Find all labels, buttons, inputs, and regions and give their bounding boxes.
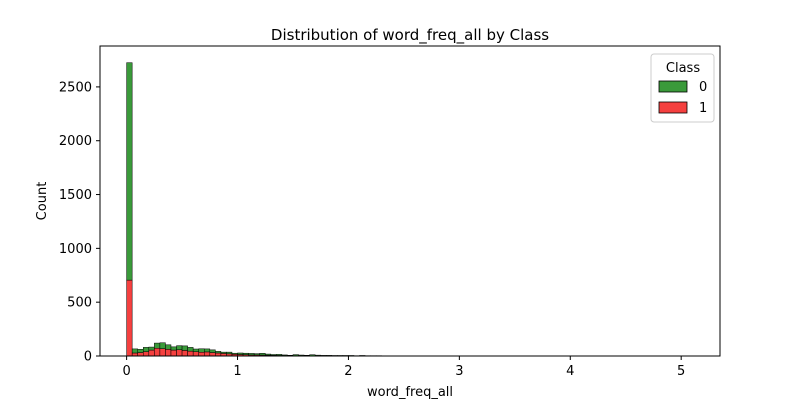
x-axis-ticks: 0 1 2 3 4 5 xyxy=(122,356,685,379)
y-tick-label: 1000 xyxy=(59,242,92,257)
bar-class-0-bin-0 xyxy=(126,62,133,281)
legend-swatch-0 xyxy=(658,80,688,93)
y-axis-ticks: 0 500 1000 1500 2000 2500 xyxy=(59,80,100,365)
x-tick-label: 4 xyxy=(566,364,574,379)
bar-class-0-bin-5 xyxy=(154,342,161,349)
legend-swatch-1 xyxy=(658,101,688,114)
bar-class-0-bin-1 xyxy=(131,348,138,354)
bar-class-0-bin-8 xyxy=(170,346,177,351)
x-tick-label: 3 xyxy=(455,364,463,379)
bars-group xyxy=(126,62,382,357)
bar-class-0-bin-16 xyxy=(215,351,222,354)
bar-class-1-bin-8 xyxy=(170,349,177,357)
bar-class-1-bin-0 xyxy=(126,279,133,357)
bar-class-0-bin-10 xyxy=(181,345,188,351)
bar-class-0-bin-3 xyxy=(143,347,150,352)
bar-class-0-bin-25 xyxy=(265,353,272,356)
bar-class-0-bin-12 xyxy=(192,348,199,352)
bar-class-0-bin-17 xyxy=(220,351,227,354)
bar-class-0-bin-6 xyxy=(159,342,166,349)
bar-class-0-bin-28 xyxy=(281,354,288,356)
bar-class-1-bin-13 xyxy=(198,351,205,357)
x-tick-label: 1 xyxy=(233,364,241,379)
y-tick-label: 0 xyxy=(84,350,92,365)
bar-class-0-bin-27 xyxy=(276,354,283,356)
bar-class-0-bin-26 xyxy=(270,354,277,356)
legend-label-1: 1 xyxy=(699,101,707,116)
bar-class-0-bin-22 xyxy=(248,353,255,356)
bar-class-0-bin-15 xyxy=(209,349,216,353)
bar-class-1-bin-5 xyxy=(154,348,161,357)
legend-label-0: 0 xyxy=(699,80,707,95)
bar-class-1-bin-15 xyxy=(209,352,216,357)
bar-class-0-bin-9 xyxy=(176,345,183,351)
y-tick-label: 1500 xyxy=(59,188,92,203)
bar-class-0-bin-4 xyxy=(148,346,155,351)
y-tick-label: 2000 xyxy=(59,134,92,149)
bar-class-0-bin-18 xyxy=(226,351,233,355)
bar-class-1-bin-6 xyxy=(159,348,166,357)
bar-class-0-bin-13 xyxy=(198,348,205,353)
x-tick-label: 5 xyxy=(677,364,685,379)
x-tick-label: 2 xyxy=(344,364,352,379)
bar-class-1-bin-3 xyxy=(143,351,150,357)
bar-class-1-bin-14 xyxy=(204,351,211,357)
bar-class-1-bin-9 xyxy=(176,349,183,357)
bar-class-0-bin-20 xyxy=(237,352,244,355)
y-tick-label: 500 xyxy=(67,296,92,311)
y-tick-label: 2500 xyxy=(59,80,92,95)
bar-class-1-bin-7 xyxy=(165,349,172,357)
bar-class-0-bin-24 xyxy=(259,353,266,356)
x-tick-label: 0 xyxy=(122,364,130,379)
bar-class-0-bin-7 xyxy=(165,344,172,350)
y-axis-label: Count xyxy=(35,182,50,221)
bar-class-0-bin-21 xyxy=(242,352,249,355)
legend: Class 0 1 xyxy=(650,53,715,123)
bar-class-1-bin-11 xyxy=(187,350,194,357)
bar-class-0-bin-19 xyxy=(231,352,238,355)
legend-title: Class xyxy=(666,61,700,76)
plot-frame xyxy=(99,45,721,357)
bar-class-1-bin-12 xyxy=(192,351,199,357)
bar-class-1-bin-2 xyxy=(137,352,144,357)
bar-class-1-bin-4 xyxy=(148,349,155,357)
x-axis-label: word_freq_all xyxy=(367,385,453,400)
chart-title: Distribution of word_freq_all by Class xyxy=(271,26,549,45)
bar-class-0-bin-11 xyxy=(187,347,194,352)
bar-class-0-bin-2 xyxy=(137,349,144,353)
bar-class-0-bin-14 xyxy=(204,348,211,353)
bar-class-0-bin-23 xyxy=(253,353,260,356)
bar-class-1-bin-10 xyxy=(181,350,188,357)
